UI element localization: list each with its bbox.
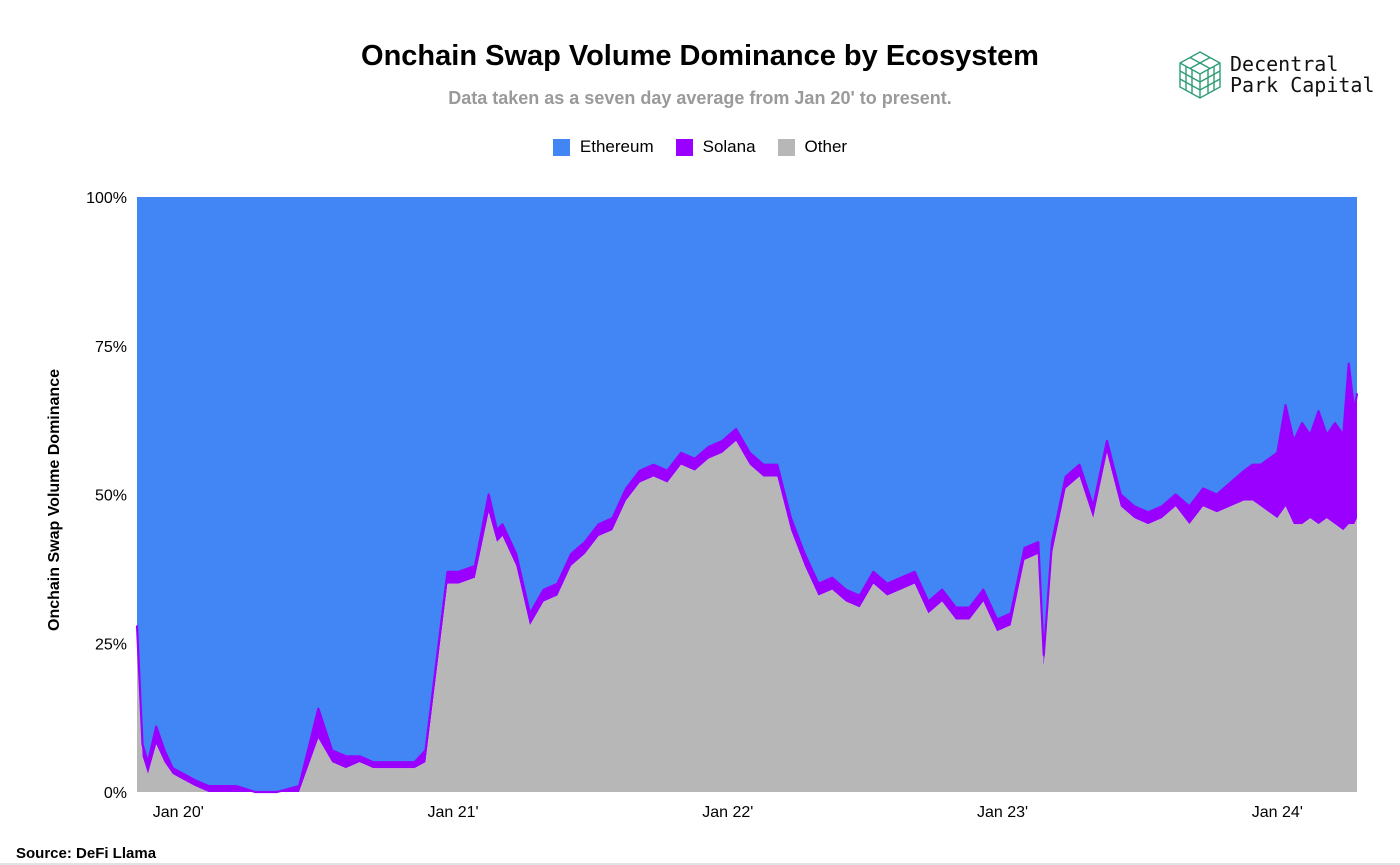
chart-subtitle: Data taken as a seven day average from J… [448,88,952,108]
y-tick-label: 100% [86,190,127,207]
y-tick-label: 50% [95,488,127,505]
logo-cube-icon [1179,51,1221,99]
series-ethereum-area [137,197,1357,792]
logo: Decentral Park Capital [1178,50,1375,100]
legend-swatch-solana [675,138,693,156]
legend-swatch-other [777,138,795,156]
series-solana-line [135,362,1359,794]
logo-line-1: Decentral [1230,52,1339,76]
logo-line-2: Park Capital [1230,73,1375,97]
legend-item-solana[interactable]: Solana [675,137,756,157]
y-tick-label: 75% [95,339,127,356]
y-tick-label: 25% [95,636,127,653]
plot-area [135,197,1359,794]
logo-text: Decentral Park Capital [1230,54,1375,96]
x-tick-label: Jan 24' [1252,804,1303,821]
legend-swatch-ethereum [552,138,570,156]
x-tick-label: Jan 22' [702,804,753,821]
legend-label-other: Other [804,137,848,156]
y-axis: 0% 25% 50% 75% 100% [86,190,127,802]
y-axis-label: Onchain Swap Volume Dominance [46,369,63,631]
legend-label-ethereum: Ethereum [579,137,654,156]
bottom-divider [0,863,1400,865]
series-other-area [137,440,1357,792]
x-tick-label: Jan 21' [427,804,478,821]
legend-item-ethereum[interactable]: Ethereum [552,137,654,157]
source-note: Source: DeFi Llama [16,845,157,862]
legend-label-solana: Solana [702,137,756,156]
chart-title: Onchain Swap Volume Dominance by Ecosyst… [361,40,1039,72]
x-axis: Jan 20' Jan 21' Jan 22' Jan 23' Jan 24' [153,804,1303,821]
x-tick-label: Jan 23' [977,804,1028,821]
legend-item-other[interactable]: Other [777,137,848,157]
legend: Ethereum Solana Other [0,137,1400,157]
x-tick-label: Jan 20' [153,804,204,821]
y-tick-label: 0% [104,785,127,802]
